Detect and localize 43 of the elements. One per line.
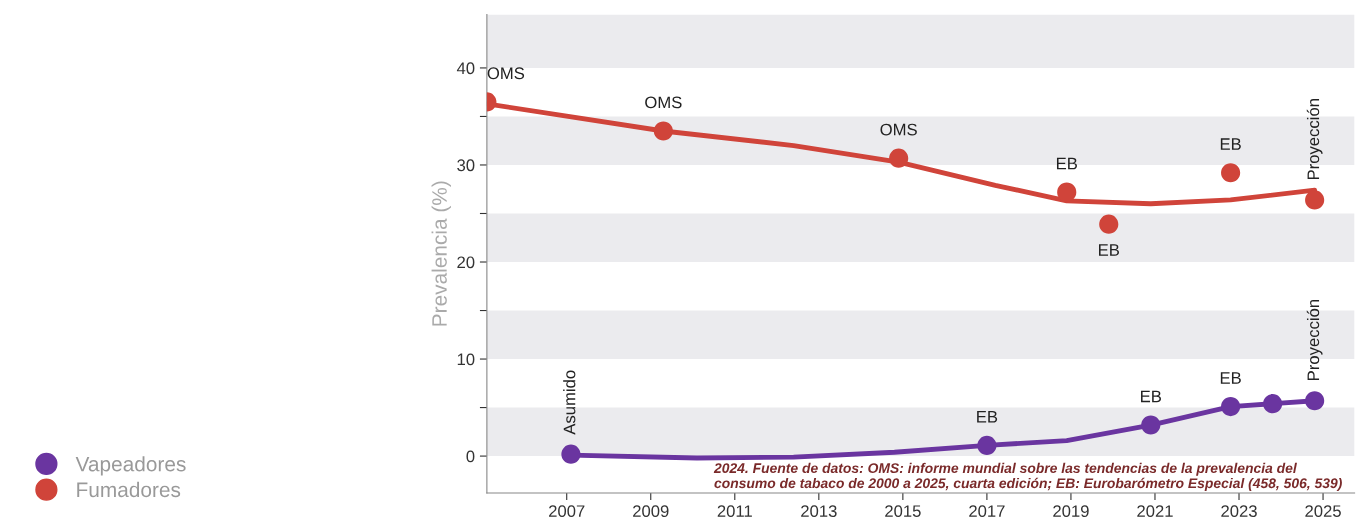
x-tick-label: 2011: [717, 505, 752, 518]
annotation: Proyección: [1306, 99, 1323, 180]
x-tick-label: 2015: [885, 505, 921, 518]
legend-label: Fumadores: [77, 481, 181, 498]
y-tick-label: 40: [456, 62, 475, 75]
annotation: OMS: [487, 67, 525, 80]
y-tick-label: 10: [457, 353, 475, 366]
point: [1263, 394, 1283, 414]
annotation: OMS: [645, 96, 682, 109]
annotation: 2024. Fuente de datos: OMS: informe mundial sobre las tendencias de la prevalencia del consumo de tabaco de 2000 a 2025, cuarta edición; EB: Eurobarómetro Especial (458, 506, 539): [713, 462, 1342, 491]
point: [1221, 397, 1241, 417]
y-tick-label: 30: [457, 159, 475, 172]
x-tick-label: 2019: [1053, 505, 1089, 518]
point: [1305, 190, 1325, 210]
point: [1057, 182, 1077, 202]
annotation: EB: [1141, 390, 1162, 403]
x-tick-label: 2007: [549, 505, 585, 518]
point: [561, 444, 581, 464]
annotation: Proyección: [1306, 299, 1323, 380]
legend-label: Vapeadores: [75, 456, 186, 476]
point: [889, 148, 909, 168]
point: [653, 121, 673, 141]
x-tick-label: 2017: [969, 505, 1005, 518]
y-tick-label: 0: [466, 450, 475, 463]
annotation: EB: [1099, 244, 1119, 256]
x-tick-label: 2013: [801, 505, 837, 518]
x-tick-label: 2023: [1221, 505, 1257, 518]
x-tick-label: 2009: [633, 505, 669, 518]
annotation: EB: [1220, 372, 1241, 384]
x-tick-label: 2025: [1305, 505, 1341, 518]
point: [1141, 415, 1161, 435]
point: [1221, 163, 1241, 183]
annotation: Asumido: [563, 370, 576, 435]
annotation: EB: [1056, 157, 1077, 170]
point: [1305, 391, 1325, 411]
annotation: OMS: [880, 123, 917, 136]
x-tick-label: 2021: [1137, 505, 1173, 518]
y-tick-label: 20: [457, 256, 475, 269]
annotation: EB: [977, 411, 998, 423]
point: [1099, 214, 1119, 234]
y-axis-title: Prevalencia (%): [431, 181, 451, 326]
annotation: EB: [1220, 138, 1241, 150]
point: [977, 435, 997, 455]
